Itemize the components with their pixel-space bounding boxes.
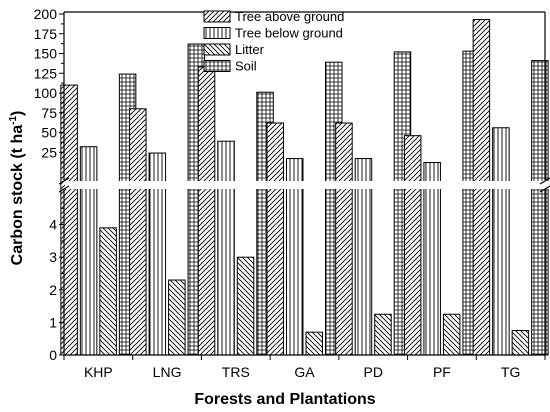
x-tick-label-lng: LNG <box>153 364 182 380</box>
legend-label-0: Tree above ground <box>235 9 344 24</box>
x-tick-label-khp: KHP <box>84 364 113 380</box>
legend-label-3: Soil <box>235 59 257 74</box>
y-axis-title: Carbon stock (t ha-1) <box>8 111 26 266</box>
bar-pf-series-2 <box>442 313 461 356</box>
y-tick-label: 4 <box>49 217 57 233</box>
y-tick-label: 75 <box>41 105 57 121</box>
bar-khp-series-1 <box>79 146 98 356</box>
bar-pf-series-1 <box>423 162 441 356</box>
bar-ga-series-2 <box>305 331 323 356</box>
y-axis-title-text: Carbon stock (t ha <box>9 125 26 266</box>
axis-break-mark-right-upper <box>539 177 550 185</box>
y-tick-label: 1 <box>49 314 57 330</box>
legend-swatch-0 <box>203 10 231 23</box>
y-tick-label: 125 <box>34 65 58 81</box>
bar-tg-series-2 <box>511 330 530 356</box>
bar-lng-series-0 <box>129 108 147 356</box>
legend-swatch-2 <box>203 43 231 56</box>
y-axis-title-superscript: -1 <box>8 116 19 125</box>
bar-trs-series-0 <box>197 66 216 356</box>
bar-khp-series-2 <box>99 227 117 356</box>
y-tick-label: 3 <box>49 249 57 265</box>
y-tick-label: 100 <box>34 85 58 101</box>
axis-break-mark-left-upper <box>58 177 70 185</box>
bar-tg-series-3 <box>531 60 549 356</box>
bar-trs-series-1 <box>217 140 235 356</box>
x-tick-label-tg: TG <box>501 364 520 380</box>
y-tick-label: 150 <box>34 46 58 62</box>
bar-pf-series-0 <box>403 135 422 356</box>
x-tick-label-pd: PD <box>363 364 382 380</box>
legend-swatch-1 <box>203 27 231 39</box>
y-tick-label: 175 <box>34 26 58 42</box>
bar-khp-series-0 <box>60 84 78 356</box>
bar-lng-series-2 <box>168 279 186 356</box>
x-tick-label-pf: PF <box>433 364 451 380</box>
y-tick-label: 25 <box>41 144 57 160</box>
y-tick-label: 2 <box>49 282 57 298</box>
legend-label-1: Tree below ground <box>235 26 343 41</box>
axis-break-gap <box>65 181 549 189</box>
bar-pd-series-2 <box>374 313 392 356</box>
legend-swatch-3 <box>203 60 231 72</box>
x-axis-title: Forests and Plantations <box>194 391 375 408</box>
y-tick-label: 200 <box>34 6 58 22</box>
axis-break-mark-right-lower <box>539 185 550 193</box>
y-tick-label: 50 <box>41 125 57 141</box>
x-tick-label-ga: GA <box>294 364 315 380</box>
y-tick-label: 0 <box>49 347 57 363</box>
bar-trs-series-2 <box>236 256 255 356</box>
y-axis-title-close: ) <box>9 111 26 116</box>
plot-area: 25 50 75 100 125 150 175 200 0 1 2 3 4 KHP LNG TRS GA PD P… <box>34 6 550 380</box>
bar-tg-series-1 <box>492 127 510 356</box>
axis-break-mark-left-lower <box>58 185 70 193</box>
bar-pd-series-0 <box>335 122 353 356</box>
legend-label-2: Litter <box>235 42 265 57</box>
bar-ga-series-0 <box>266 122 284 356</box>
legend: Tree above ground Tree below groundLitter… <box>203 9 344 74</box>
x-tick-label-trs: TRS <box>222 364 250 380</box>
